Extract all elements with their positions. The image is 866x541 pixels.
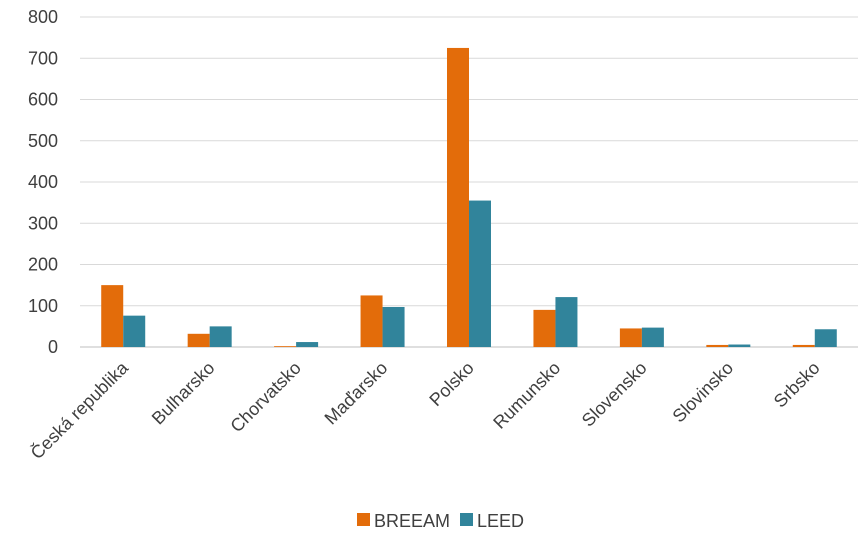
x-category-label: Polsko <box>425 358 477 410</box>
bar-breeam <box>360 295 383 347</box>
legend-swatch-breeam <box>357 513 370 526</box>
bar-leed <box>555 297 578 347</box>
y-tick-label: 0 <box>48 337 58 357</box>
legend-swatch-leed <box>460 513 473 526</box>
bar-leed <box>728 344 751 347</box>
y-tick-label: 100 <box>28 296 58 316</box>
bar-breeam <box>274 346 297 347</box>
bar-leed <box>296 342 319 347</box>
bar-breeam <box>706 344 729 347</box>
bar-leed <box>209 326 232 347</box>
x-category-label: Rumunsko <box>489 358 564 433</box>
legend-label-leed: LEED <box>477 511 524 531</box>
bar-leed <box>469 200 491 347</box>
y-axis: 0 100 200 300 400 500 600 700 800 <box>28 7 58 357</box>
x-axis: Česká republika Bulharsko Chorvatsko Maďars… <box>26 356 824 463</box>
bar-breeam <box>533 309 556 347</box>
y-tick-label: 700 <box>28 48 58 68</box>
bar-leed <box>814 329 837 347</box>
bar-breeam <box>101 285 124 347</box>
y-tick-label: 600 <box>28 90 58 110</box>
bar-breeam <box>619 328 642 347</box>
bar-leed <box>123 315 146 347</box>
x-category-label: Česká republika <box>26 356 133 463</box>
legend-label-breeam: BREEAM <box>374 511 450 531</box>
x-category-label: Maďarsko <box>321 358 392 429</box>
legend: BREEAM LEED <box>357 511 524 531</box>
bars <box>101 47 837 347</box>
y-tick-label: 500 <box>28 131 58 151</box>
x-category-label: Slovinsko <box>669 358 738 427</box>
bar-breeam <box>792 344 815 347</box>
x-category-label: Chorvatsko <box>226 358 305 437</box>
y-tick-label: 800 <box>28 7 58 27</box>
y-tick-label: 300 <box>28 213 58 233</box>
bar-breeam <box>187 333 210 347</box>
bar-leed <box>382 306 405 347</box>
y-tick-label: 200 <box>28 255 58 275</box>
x-category-label: Srbsko <box>770 358 824 412</box>
x-category-label: Slovensko <box>578 358 651 431</box>
bar-breeam <box>447 47 469 347</box>
y-tick-label: 400 <box>28 172 58 192</box>
x-category-label: Bulharsko <box>148 358 219 429</box>
bar-leed <box>641 327 664 347</box>
